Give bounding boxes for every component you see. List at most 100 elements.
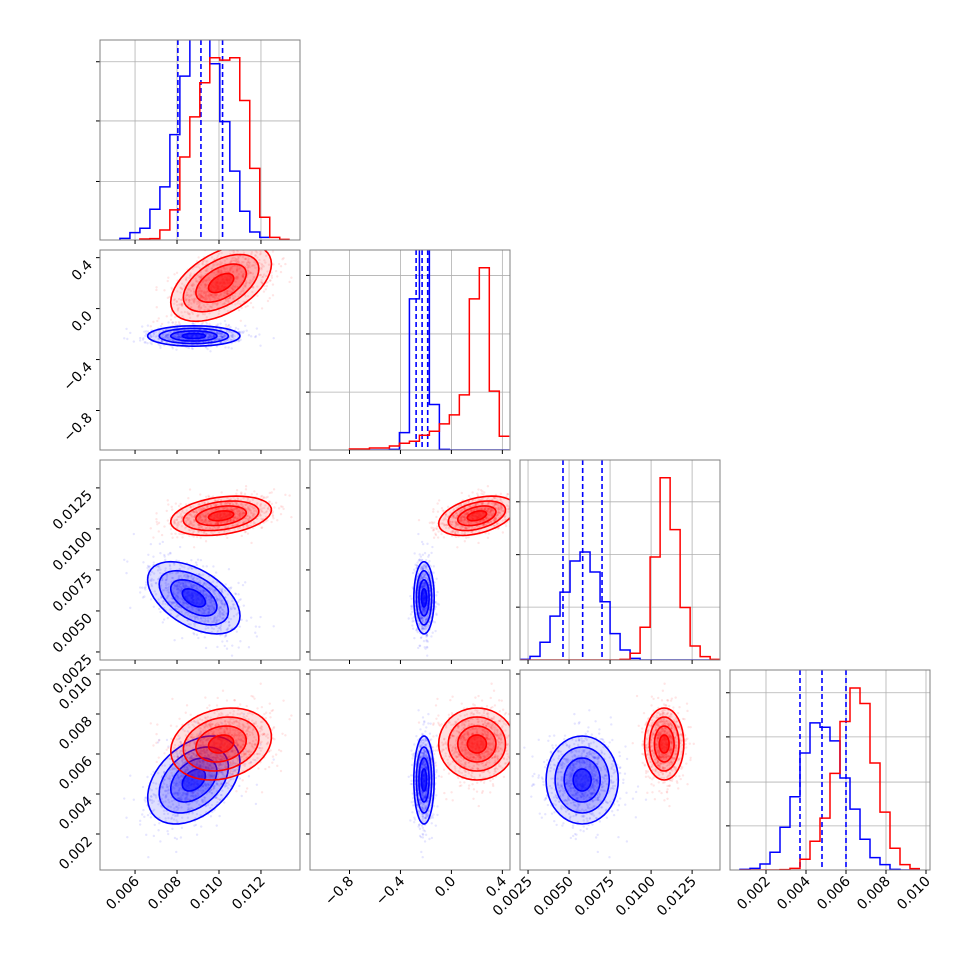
scatter-point bbox=[153, 561, 155, 563]
scatter-point bbox=[435, 594, 437, 596]
scatter-point bbox=[412, 627, 414, 629]
y-tick-label: 0.0100 bbox=[50, 528, 96, 574]
histogram-step bbox=[349, 216, 509, 450]
scatter-point bbox=[162, 621, 164, 623]
panel-content bbox=[408, 485, 537, 662]
scatter-point bbox=[477, 488, 479, 490]
scatter-point bbox=[181, 637, 183, 639]
scatter-point bbox=[123, 337, 125, 339]
scatter-point bbox=[153, 606, 155, 608]
scatter-point bbox=[159, 552, 161, 554]
scatter-point bbox=[412, 572, 414, 574]
scatter-point bbox=[139, 337, 141, 339]
scatter-point bbox=[273, 488, 275, 490]
scatter-point bbox=[240, 320, 242, 322]
scatter-point bbox=[241, 307, 243, 309]
scatter-point bbox=[206, 565, 208, 567]
scatter-point bbox=[278, 507, 280, 509]
scatter-point bbox=[171, 537, 173, 539]
scatter-point bbox=[266, 519, 268, 521]
scatter-point bbox=[189, 488, 191, 490]
scatter-point bbox=[133, 340, 135, 342]
y-tick-label: 0.0125 bbox=[50, 487, 96, 533]
scatter-point bbox=[245, 485, 247, 487]
scatter-point bbox=[238, 646, 240, 648]
scatter-point bbox=[237, 593, 239, 595]
scatter-point bbox=[413, 637, 415, 639]
scatter-point bbox=[192, 535, 194, 537]
scatter-point bbox=[203, 247, 205, 249]
scatter-point bbox=[219, 322, 221, 324]
scatter-point bbox=[196, 536, 198, 538]
scatter-point bbox=[511, 507, 513, 509]
scatter-point bbox=[290, 516, 292, 518]
scatter-point bbox=[202, 565, 204, 567]
scatter-point bbox=[150, 543, 152, 545]
scatter-point bbox=[271, 503, 273, 505]
scatter-point bbox=[271, 247, 273, 249]
scatter-point bbox=[250, 616, 252, 618]
scatter-point bbox=[129, 332, 131, 334]
y-tick-label: 0.4 bbox=[69, 257, 96, 284]
scatter-point bbox=[250, 302, 252, 304]
scatter-point bbox=[145, 584, 147, 586]
scatter-point bbox=[231, 654, 233, 656]
scatter-point bbox=[152, 556, 154, 558]
scatter-point bbox=[288, 494, 290, 496]
scatter-point bbox=[410, 608, 412, 610]
scatter-point bbox=[420, 555, 422, 557]
scatter-point bbox=[282, 508, 284, 510]
scatter-point bbox=[268, 241, 270, 243]
scatter-point bbox=[434, 630, 436, 632]
scatter-point bbox=[224, 232, 226, 234]
scatter-point bbox=[226, 537, 228, 539]
scatter-point bbox=[250, 542, 252, 544]
scatter-point bbox=[220, 237, 222, 239]
scatter-point bbox=[167, 280, 169, 282]
scatter-point bbox=[255, 625, 257, 627]
scatter-point bbox=[126, 338, 128, 340]
scatter-point bbox=[235, 593, 237, 595]
scatter-point bbox=[253, 490, 255, 492]
scatter-point bbox=[421, 541, 423, 543]
scatter-point bbox=[430, 552, 432, 554]
scatter-point bbox=[199, 537, 201, 539]
scatter-point bbox=[240, 240, 242, 242]
scatter-point bbox=[437, 530, 439, 532]
scatter-point bbox=[179, 546, 181, 548]
scatter-point bbox=[272, 250, 274, 252]
scatter-point bbox=[228, 568, 230, 570]
scatter-point bbox=[411, 611, 413, 613]
scatter-point bbox=[258, 333, 260, 335]
scatter-point bbox=[266, 285, 268, 287]
scatter-point bbox=[290, 277, 292, 279]
scatter-point bbox=[269, 492, 271, 494]
scatter-point bbox=[436, 602, 438, 604]
scatter-point bbox=[245, 531, 247, 533]
scatter-point bbox=[141, 586, 143, 588]
scatter-point bbox=[167, 499, 169, 501]
scatter-point bbox=[435, 612, 437, 614]
scatter-point bbox=[422, 543, 424, 545]
scatter-point bbox=[236, 244, 238, 246]
scatter-point bbox=[263, 230, 265, 232]
scatter-point bbox=[129, 607, 131, 609]
scatter-point bbox=[239, 237, 241, 239]
scatter-point bbox=[259, 345, 261, 347]
scatter-point bbox=[435, 606, 437, 608]
scatter-point bbox=[161, 323, 163, 325]
scatter-point bbox=[175, 321, 177, 323]
scatter-point bbox=[251, 493, 253, 495]
scatter-point bbox=[170, 319, 172, 321]
scatter-point bbox=[253, 247, 255, 249]
panel-content bbox=[100, 13, 300, 240]
scatter-point bbox=[197, 637, 199, 639]
panel-frame bbox=[100, 40, 300, 240]
scatter-point bbox=[216, 646, 218, 648]
scatter-point bbox=[417, 533, 419, 535]
y-tick-label: 0.0075 bbox=[50, 569, 96, 615]
scatter-point bbox=[415, 629, 417, 631]
scatter-point bbox=[280, 265, 282, 267]
scatter-point bbox=[191, 347, 193, 349]
scatter-point bbox=[226, 640, 228, 642]
